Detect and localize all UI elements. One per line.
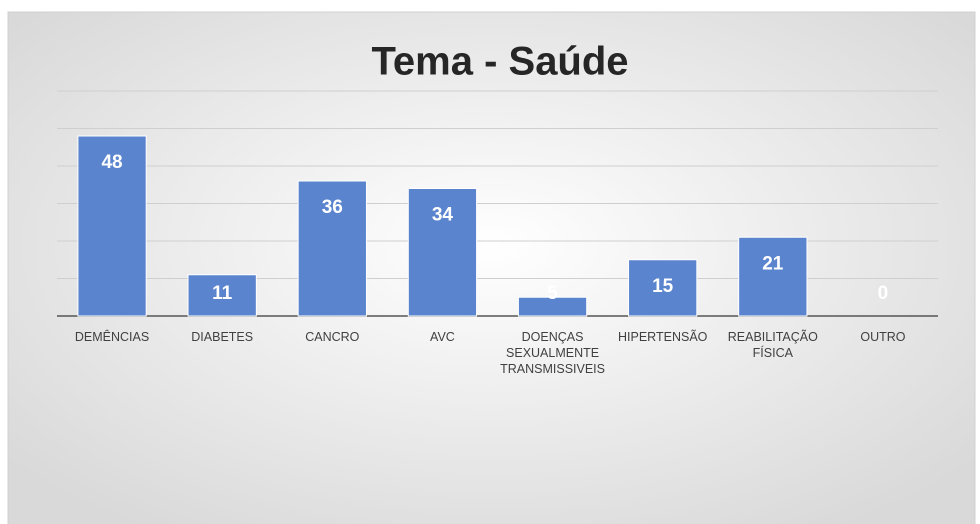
bar <box>738 236 808 317</box>
data-label: 15 <box>652 276 674 297</box>
x-tick-label: CANCRO <box>305 330 359 344</box>
chart-area <box>7 11 976 524</box>
data-label: 11 <box>212 283 233 304</box>
chart-title: Tema - Saúde <box>371 40 628 84</box>
data-label: 36 <box>322 197 343 218</box>
data-label: 34 <box>432 205 454 226</box>
x-tick-label: DEMÊNCIAS <box>75 329 149 344</box>
x-tick-label: REABILITAÇÃO FÍSICA <box>728 330 818 360</box>
bar <box>407 188 478 317</box>
data-label: 48 <box>101 152 122 173</box>
bar <box>77 135 147 317</box>
x-tick-label: HIPERTENSÃO <box>618 330 708 344</box>
x-tick-label: AVC <box>430 330 455 344</box>
x-tick-label: DIABETES <box>191 330 253 344</box>
bar <box>628 259 698 317</box>
data-label: 0 <box>878 283 889 304</box>
x-tick-label: DOENÇAS SEXUALMENTE TRANSMISSIVEIS <box>500 330 605 376</box>
bar <box>297 180 367 317</box>
data-label: 5 <box>547 283 558 304</box>
data-label: 21 <box>762 253 784 274</box>
bar <box>517 296 588 317</box>
bar <box>187 274 257 317</box>
x-tick-label: OUTRO <box>860 330 905 344</box>
